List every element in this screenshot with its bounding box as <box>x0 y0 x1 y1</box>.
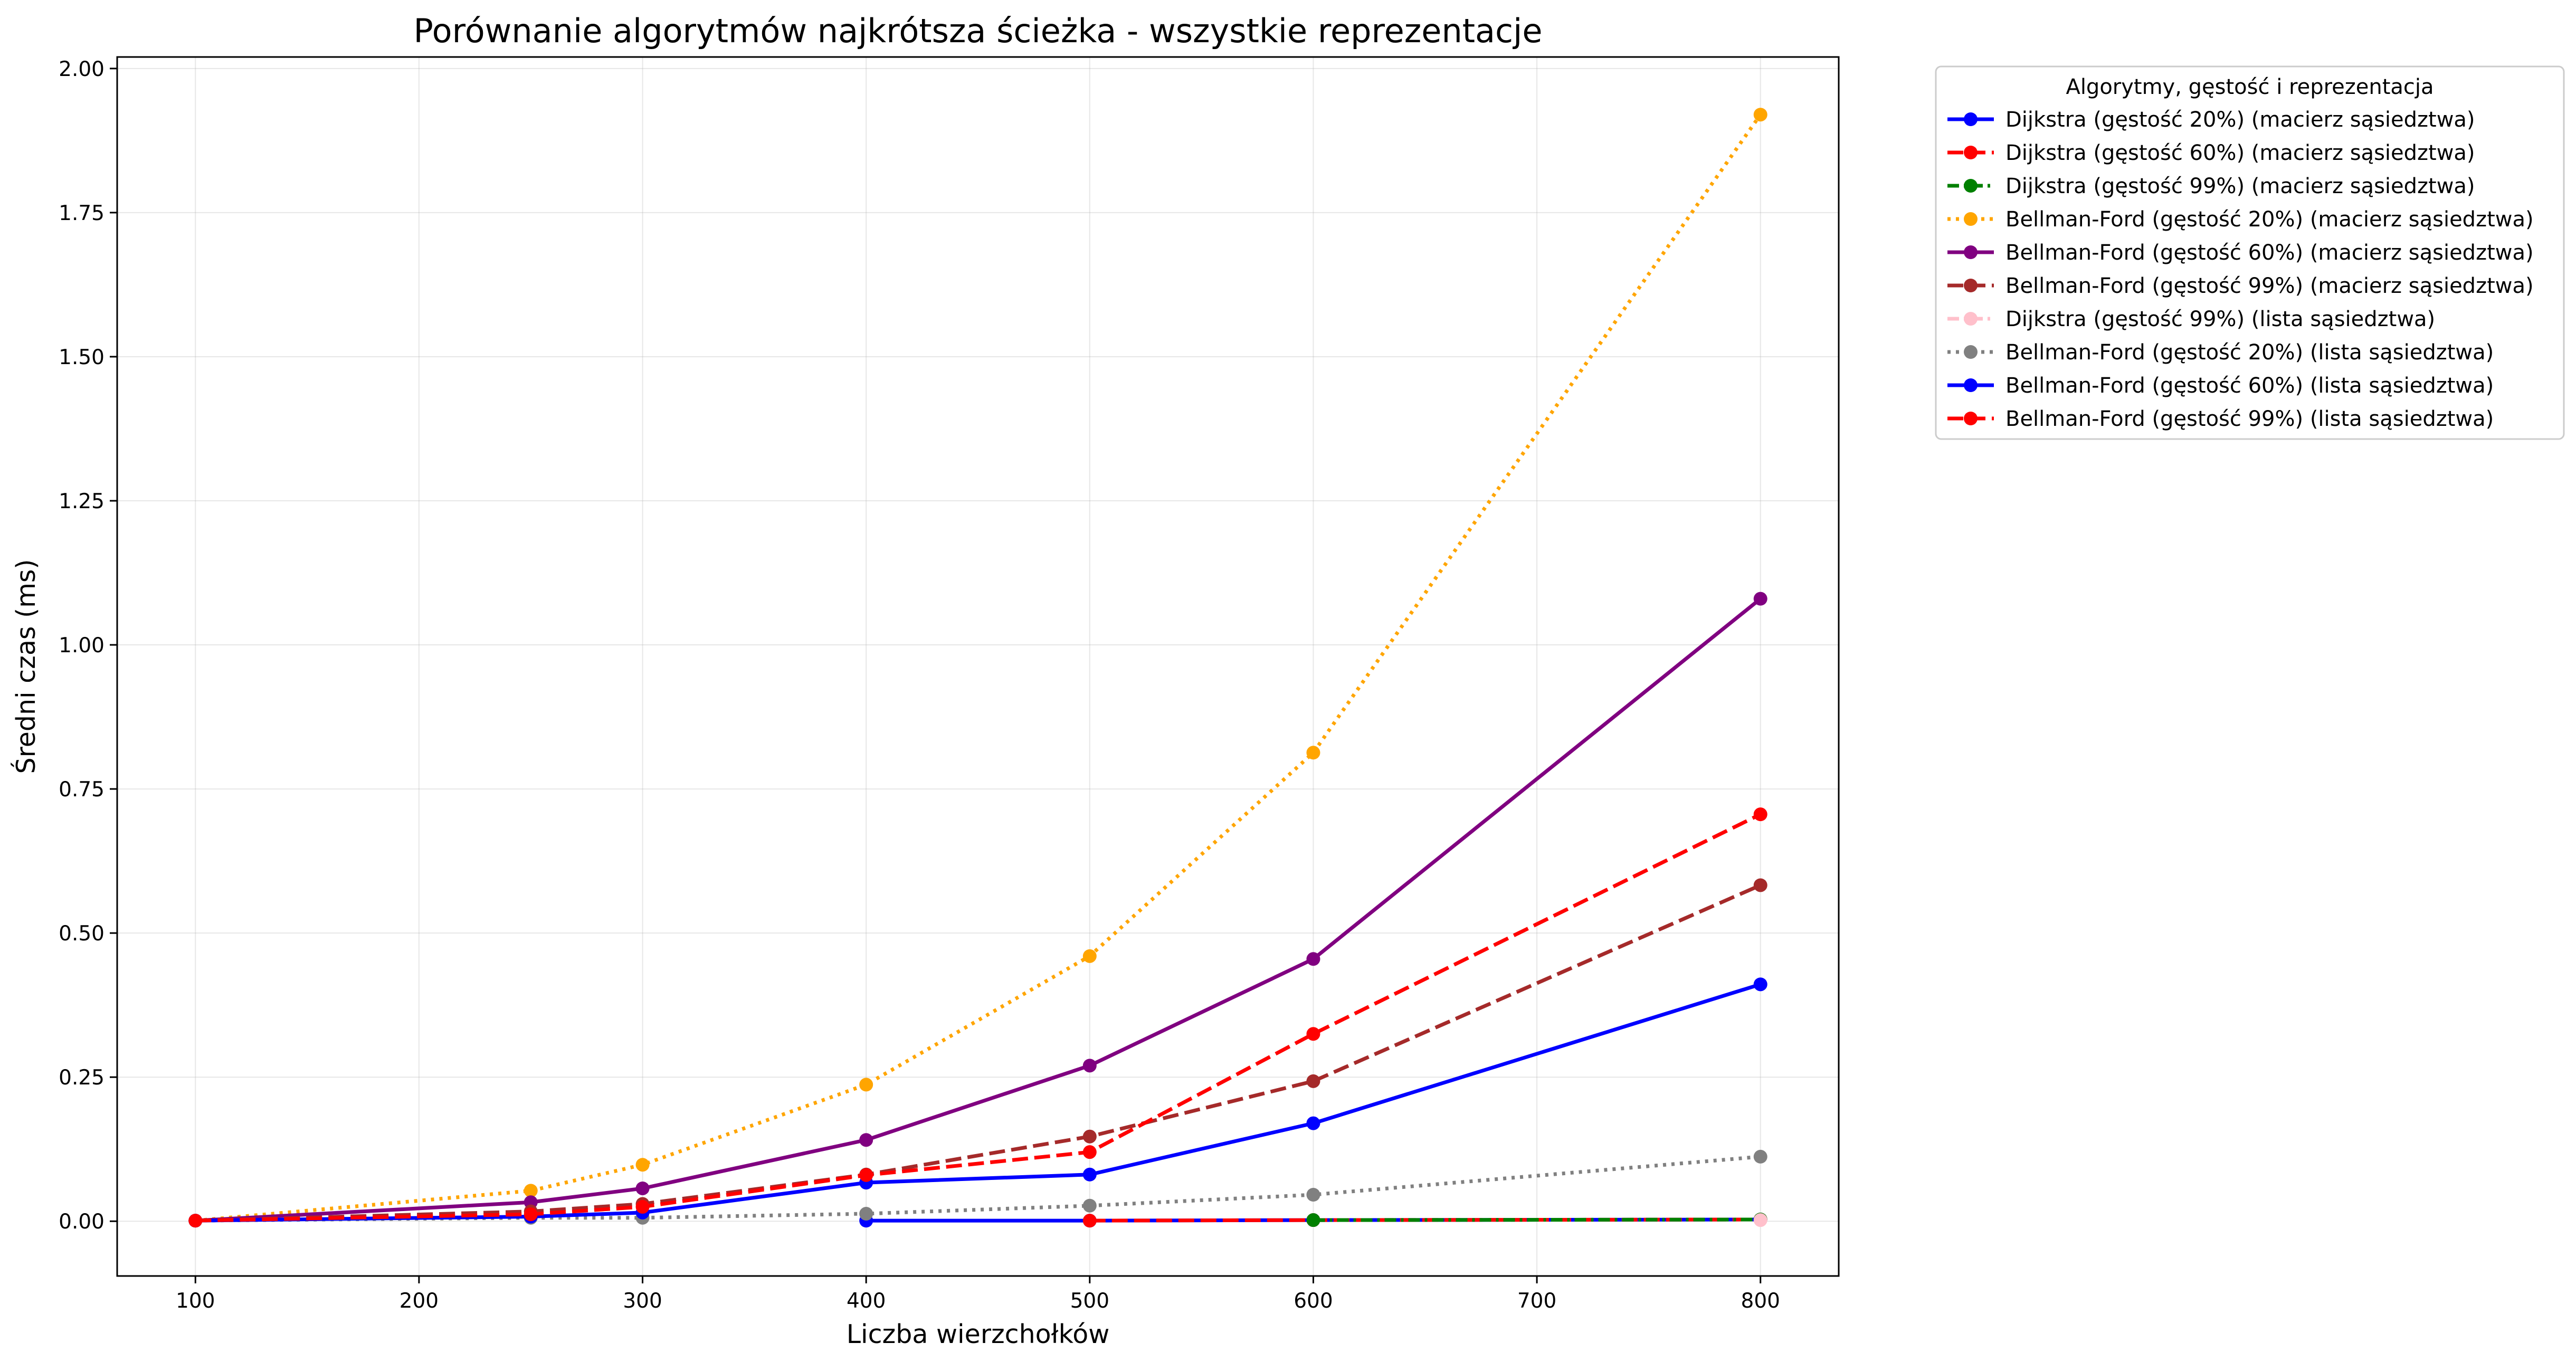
x-tick-label: 200 <box>400 1289 439 1313</box>
data-point <box>859 1168 873 1182</box>
data-point <box>1082 1145 1097 1159</box>
series-10 <box>188 807 1767 1228</box>
legend-marker <box>1964 345 1978 359</box>
x-axis-label: Liczba wierzchołków <box>847 1319 1110 1349</box>
data-point <box>1306 1188 1320 1202</box>
y-tick-label: 0.50 <box>59 922 104 946</box>
legend-marker <box>1964 378 1978 392</box>
data-point <box>635 1199 650 1214</box>
x-tick-label: 600 <box>1294 1289 1333 1313</box>
data-point <box>859 1078 873 1092</box>
legend-marker <box>1964 279 1978 292</box>
data-point <box>1753 807 1767 822</box>
data-point <box>1082 1214 1097 1228</box>
legend-box <box>1935 65 2565 440</box>
data-point <box>635 1181 650 1195</box>
legend-item: Bellman-Ford (gęstość 99%) (lista sąsied… <box>1947 407 2494 431</box>
legend-marker <box>1964 146 1978 159</box>
legend-label: Bellman-Ford (gęstość 99%) (macierz sąsi… <box>2005 274 2534 298</box>
data-point <box>1082 1129 1097 1144</box>
data-point <box>635 1158 650 1172</box>
x-tick-label: 700 <box>1517 1289 1556 1313</box>
x-tick-label: 800 <box>1741 1289 1780 1313</box>
data-point <box>1753 1213 1767 1227</box>
data-point <box>1082 1059 1097 1073</box>
x-tick-label: 100 <box>176 1289 215 1313</box>
legend-item: Bellman-Ford (gęstość 99%) (macierz sąsi… <box>1947 274 2534 298</box>
series-5 <box>188 592 1767 1228</box>
data-point <box>859 1207 873 1221</box>
data-point <box>1306 1213 1320 1227</box>
data-point <box>524 1184 538 1198</box>
data-point <box>859 1133 873 1147</box>
y-tick-label: 1.50 <box>59 346 104 369</box>
y-tick-label: 0.75 <box>59 778 104 802</box>
legend: Algorytmy, gęstość i reprezentacja Dijks… <box>1935 65 2565 440</box>
grid <box>117 57 1839 1276</box>
x-tick-label: 500 <box>1070 1289 1109 1313</box>
data-point <box>1082 949 1097 963</box>
legend-label: Bellman-Ford (gęstość 20%) (lista sąsied… <box>2005 340 2494 365</box>
series-7 <box>1753 1213 1767 1227</box>
series-layer <box>188 108 1767 1228</box>
data-point <box>1082 1198 1097 1213</box>
legend-item: Bellman-Ford (gęstość 60%) (macierz sąsi… <box>1947 241 2534 265</box>
chart-title: Porównanie algorytmów najkrótsza ścieżka… <box>414 12 1543 50</box>
legend-marker <box>1964 212 1978 226</box>
y-axis-label: Średni czas (ms) <box>10 559 41 774</box>
legend-item: Dijkstra (gęstość 99%) (lista sąsiedztwa… <box>1947 307 2435 331</box>
legend-item: Dijkstra (gęstość 60%) (macierz sąsiedzt… <box>1947 141 2475 165</box>
legend-item: Bellman-Ford (gęstość 60%) (lista sąsied… <box>1947 374 2494 398</box>
legend-marker <box>1964 179 1978 193</box>
data-point <box>1306 1027 1320 1041</box>
legend-item: Bellman-Ford (gęstość 20%) (lista sąsied… <box>1947 340 2494 365</box>
y-tick-label: 1.75 <box>59 202 104 225</box>
legend-label: Bellman-Ford (gęstość 99%) (lista sąsied… <box>2005 407 2494 431</box>
x-tick-label: 400 <box>847 1289 886 1313</box>
plot-frame <box>116 56 1840 1277</box>
legend-label: Bellman-Ford (gęstość 20%) (macierz sąsi… <box>2005 207 2534 232</box>
data-point <box>1753 108 1767 122</box>
legend-label: Bellman-Ford (gęstość 60%) (lista sąsied… <box>2005 374 2494 398</box>
legend-label: Bellman-Ford (gęstość 60%) (macierz sąsi… <box>2005 241 2534 265</box>
legend-label: Dijkstra (gęstość 99%) (macierz sąsiedzt… <box>2005 174 2475 198</box>
legend-label: Dijkstra (gęstość 60%) (macierz sąsiedzt… <box>2005 141 2475 165</box>
legend-item: Bellman-Ford (gęstość 20%) (macierz sąsi… <box>1947 207 2534 232</box>
legend-marker <box>1964 312 1978 326</box>
y-tick-label: 2.00 <box>59 58 104 81</box>
data-point <box>524 1207 538 1222</box>
data-point <box>188 1214 203 1228</box>
legend-label: Dijkstra (gęstość 20%) (macierz sąsiedzt… <box>2005 108 2475 132</box>
legend-marker <box>1964 245 1978 259</box>
data-point <box>1306 952 1320 966</box>
legend-item: Dijkstra (gęstość 99%) (macierz sąsiedzt… <box>1947 174 2475 198</box>
data-point <box>1753 1149 1767 1164</box>
data-point <box>1753 878 1767 892</box>
y-tick-label: 1.00 <box>59 634 104 658</box>
data-point <box>1753 592 1767 606</box>
legend-marker <box>1964 112 1978 126</box>
x-tick-label: 300 <box>623 1289 662 1313</box>
data-point <box>1306 746 1320 760</box>
legend-label: Dijkstra (gęstość 99%) (lista sąsiedztwa… <box>2005 307 2435 331</box>
y-tick-label: 1.25 <box>59 490 104 513</box>
legend-item: Dijkstra (gęstość 20%) (macierz sąsiedzt… <box>1947 108 2475 132</box>
data-point <box>1753 977 1767 992</box>
y-tick-label: 0.25 <box>59 1066 104 1090</box>
y-tick-label: 0.00 <box>59 1210 104 1234</box>
data-point <box>1306 1074 1320 1088</box>
legend-title: Algorytmy, gęstość i reprezentacja <box>2066 75 2434 99</box>
data-point <box>1082 1167 1097 1182</box>
data-point <box>1306 1116 1320 1130</box>
axis-ticks: 100 200 300 400 500 600 700 800 0.00 0.25 0.50 0.75… <box>59 58 1780 1313</box>
legend-marker <box>1964 412 1978 425</box>
